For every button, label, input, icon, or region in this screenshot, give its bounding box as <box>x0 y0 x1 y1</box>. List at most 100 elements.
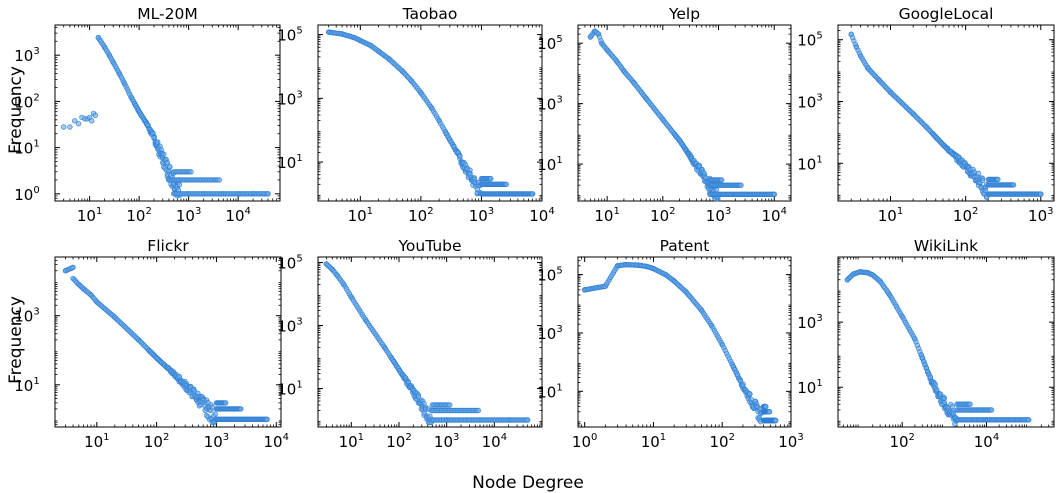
data-point <box>738 182 744 188</box>
data-point <box>747 391 753 397</box>
data-point <box>161 151 167 158</box>
data-point <box>927 374 933 380</box>
minor-ticks <box>54 256 281 428</box>
data-point <box>75 120 82 127</box>
data-point <box>92 112 98 118</box>
data-point <box>982 187 988 194</box>
x-tick-label: 102 <box>144 432 169 451</box>
x-tick-label: 102 <box>650 206 675 225</box>
panel-patent: Patent 100 101 102 103 101 103 105 <box>537 237 803 451</box>
x-tick-label: 102 <box>889 432 914 451</box>
data-point <box>212 411 218 417</box>
y-axis-label-bottom: Frequency <box>6 296 26 384</box>
data-point <box>988 407 995 413</box>
y-tick-label: 101 <box>537 155 562 174</box>
y-tick-label: 103 <box>14 307 39 326</box>
data-point <box>763 403 769 410</box>
x-tick-label: 101 <box>594 206 619 225</box>
data-point <box>447 402 453 408</box>
y-tick-label: 103 <box>797 93 822 112</box>
x-tick-label: 103 <box>204 432 229 451</box>
plot-frame <box>837 24 1055 202</box>
x-tick-label: 101 <box>339 432 364 451</box>
panel-title: Yelp <box>668 5 700 23</box>
data-point <box>995 176 1001 183</box>
panel-title: Taobao <box>402 5 458 23</box>
y-tick-label: 103 <box>277 89 302 108</box>
x-tick-label: 104 <box>974 432 999 451</box>
y-tick-label: 100 <box>14 185 39 204</box>
plot-frame <box>317 24 543 202</box>
x-tick-label: 101 <box>348 206 373 225</box>
x-tick-label: 104 <box>529 206 554 225</box>
data-point <box>188 169 194 175</box>
x-tick-label: 104 <box>225 206 250 225</box>
plot-frame <box>54 24 281 202</box>
minor-ticks <box>837 24 1054 202</box>
x-tick-label: 104 <box>482 432 507 451</box>
panel-title: Flickr <box>147 237 189 255</box>
x-axis-label: Node Degree <box>472 473 584 493</box>
panels: ML-20M 101 102 103 104 100 101 102 103 Taobao 101 1… <box>14 5 1055 451</box>
panel-title: WikiLink <box>914 237 978 255</box>
x-tick-label: 102 <box>126 206 151 225</box>
y-tick-label: 101 <box>797 154 822 173</box>
y-tick-label: 103 <box>537 324 562 343</box>
y-tick-label: 103 <box>277 317 302 336</box>
data-point <box>176 182 183 188</box>
data-points <box>582 261 779 425</box>
x-tick-label: 103 <box>434 432 459 451</box>
data-point <box>979 177 986 184</box>
data-point <box>488 175 494 182</box>
data-point <box>457 153 463 159</box>
y-tick-label: 101 <box>537 382 562 401</box>
data-point <box>771 191 777 197</box>
y-tick-label: 105 <box>797 31 822 50</box>
panel-youtube: YouTube 101 102 103 104 101 103 105 <box>277 237 543 451</box>
data-point <box>719 177 725 183</box>
y-tick-label: 101 <box>277 380 302 399</box>
x-tick-label: 102 <box>709 432 734 451</box>
minor-ticks <box>54 25 281 202</box>
panel-yelp: Yelp 101 102 103 104 101 103 105 <box>537 5 792 225</box>
data-point <box>696 163 703 169</box>
panel-flickr: Flickr 101 102 103 104 101 103 <box>14 237 289 451</box>
y-tick-label: 105 <box>277 254 302 273</box>
data-point <box>238 406 244 412</box>
data-point <box>154 139 161 145</box>
y-axis-label-top: Frequency <box>6 66 26 154</box>
data-point <box>1010 182 1017 188</box>
x-tick-label: 101 <box>77 206 102 225</box>
minor-ticks <box>317 24 542 202</box>
data-points <box>587 28 777 202</box>
x-tick-label: 103 <box>778 432 803 451</box>
y-tick-label: 101 <box>277 153 302 172</box>
data-points <box>323 261 531 426</box>
x-tick-label: 103 <box>1028 206 1053 225</box>
y-tick-label: 101 <box>14 376 39 395</box>
data-point <box>264 416 270 422</box>
data-point <box>529 191 536 197</box>
x-tick-label: 101 <box>878 206 903 225</box>
data-point <box>1038 191 1044 197</box>
y-tick-label: 103 <box>537 95 562 114</box>
data-point <box>61 124 67 130</box>
x-tick-label: 101 <box>641 432 666 451</box>
data-point <box>67 124 73 130</box>
data-point <box>773 417 779 424</box>
y-tick-label: 103 <box>14 46 39 65</box>
x-tick-label: 104 <box>761 206 786 225</box>
panel-title: GoogleLocal <box>899 5 994 23</box>
data-points <box>62 264 270 426</box>
data-point <box>69 264 76 271</box>
panel-ml-20m: ML-20M 101 102 103 104 100 101 102 103 <box>14 5 281 225</box>
data-point <box>71 118 78 124</box>
minor-ticks <box>317 257 542 428</box>
data-point <box>503 181 509 187</box>
data-point <box>164 159 171 166</box>
x-tick-label: 104 <box>264 432 289 451</box>
panel-googlelocal: GoogleLocal 101 102 103 101 103 105 <box>797 5 1055 225</box>
y-tick-label: 105 <box>277 26 302 45</box>
x-tick-label: 103 <box>176 206 201 225</box>
